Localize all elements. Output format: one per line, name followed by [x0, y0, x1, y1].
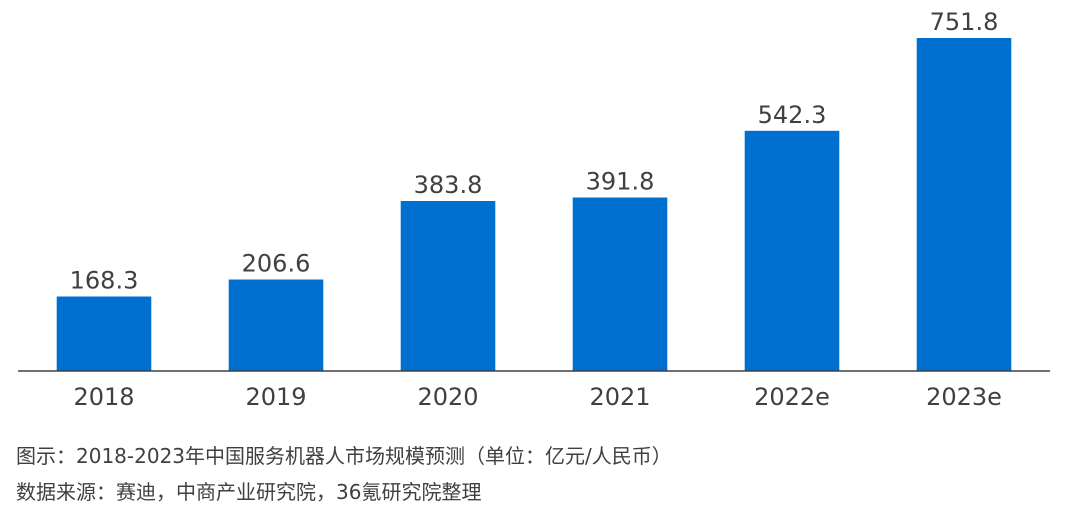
value-label-2019: 206.6 [242, 250, 311, 278]
value-label-2023e: 751.8 [930, 8, 999, 36]
x-tick-labels-group: 2018 2019 2020 2021 2022e 2023e [73, 383, 1001, 411]
x-tick-label-2022e: 2022e [754, 383, 830, 411]
bars-group [56, 38, 1012, 371]
value-label-2022e: 542.3 [758, 101, 827, 129]
bar-2023e [916, 38, 1012, 371]
bar-2018 [56, 296, 152, 371]
x-tick-label-2021: 2021 [589, 383, 650, 411]
x-tick-label-2020: 2020 [417, 383, 478, 411]
bar-2022e [744, 130, 840, 371]
x-tick-label-2019: 2019 [245, 383, 306, 411]
value-labels-group: 168.3 206.6 383.8 391.8 542.3 751.8 [70, 8, 999, 295]
data-source-note: 数据来源：赛迪，中商产业研究院，36氪研究院整理 [16, 480, 482, 504]
x-tick-label-2018: 2018 [73, 383, 134, 411]
bar-2021 [572, 197, 668, 371]
value-label-2020: 383.8 [414, 171, 483, 199]
bar-2020 [400, 201, 496, 371]
value-label-2021: 391.8 [586, 168, 655, 196]
value-label-2018: 168.3 [70, 267, 139, 295]
chart-caption: 图示：2018-2023年中国服务机器人市场规模预测（单位：亿元/人民币） [16, 444, 672, 468]
bar-2019 [228, 279, 324, 371]
x-tick-label-2023e: 2023e [926, 383, 1002, 411]
